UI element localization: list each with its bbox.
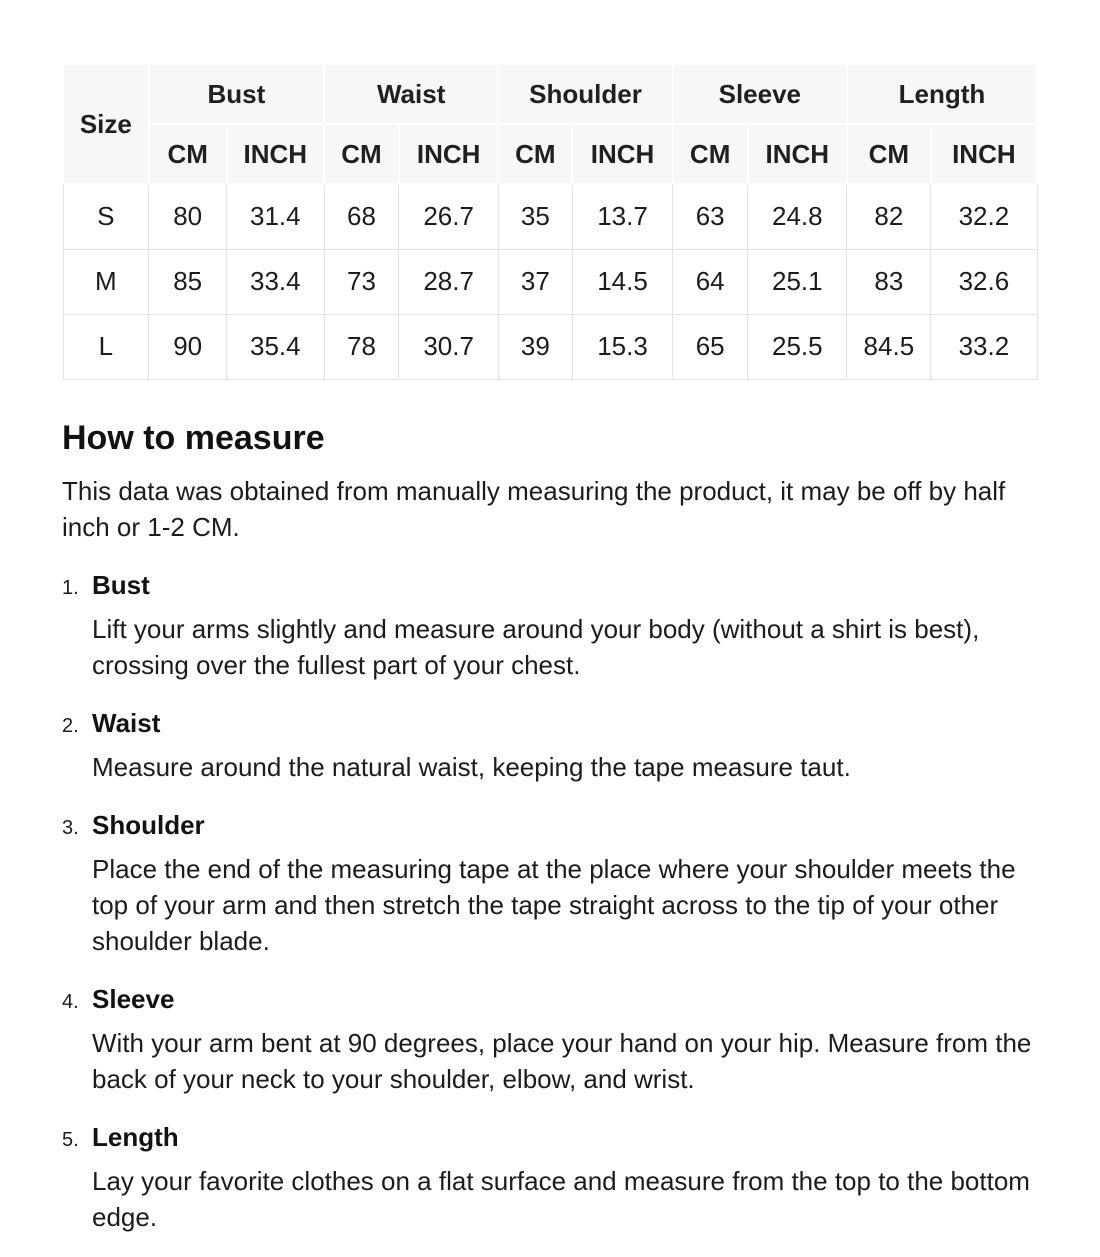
step-term: Bust [92, 569, 150, 600]
size-cell: M [62, 248, 150, 315]
how-to-measure-title: How to measure [62, 418, 325, 457]
value-cell: 78 [323, 313, 400, 380]
value-cell: 68 [323, 183, 400, 250]
unit-header-cm: CM [497, 123, 574, 185]
column-header-length: Length [845, 63, 1039, 125]
step-description: Place the end of the measuring tape at t… [92, 853, 1016, 956]
column-header-sleeve: Sleeve [671, 63, 848, 125]
unit-header-cm: CM [671, 123, 749, 185]
measurement-header-row: Size Bust Waist Shoulder Sleeve Length [62, 63, 1039, 185]
step-term: Waist [92, 707, 161, 738]
value-cell: 35 [497, 183, 573, 250]
value-cell: 39 [497, 313, 573, 380]
value-cell: 13.7 [571, 183, 674, 250]
step-description: With your arm bent at 90 degrees, place … [92, 1027, 1032, 1094]
value-cell: 73 [323, 248, 400, 315]
value-cell: 64 [672, 248, 749, 315]
measure-steps-list: 1. Bust Lift your arms slightly and meas… [62, 567, 1038, 1257]
unit-header-inch: INCH [746, 123, 848, 185]
column-header-bust: Bust [147, 63, 326, 125]
value-cell: 83 [846, 248, 932, 315]
value-cell: 33.2 [930, 313, 1038, 380]
value-cell: 37 [497, 248, 573, 315]
value-cell: 25.1 [747, 248, 848, 315]
unit-header-inch: INCH [397, 123, 500, 185]
size-chart-table: Size Bust Waist Shoulder Sleeve Length C… [62, 63, 1039, 380]
value-cell: 31.4 [226, 183, 325, 250]
value-cell: 35.4 [226, 313, 325, 380]
value-cell: 80 [148, 183, 228, 250]
column-header-waist: Waist [322, 63, 500, 125]
step-term: Sleeve [92, 983, 175, 1014]
unit-header-cm: CM [147, 123, 228, 185]
value-cell: 30.7 [398, 313, 499, 380]
step-number: 5. [62, 1128, 79, 1151]
unit-header-cm: CM [323, 123, 400, 185]
unit-header-inch: INCH [929, 123, 1039, 185]
value-cell: 85 [148, 248, 228, 315]
step-description: Measure around the natural waist, keepin… [92, 751, 851, 782]
step-term: Shoulder [92, 809, 205, 840]
measure-step-length: 5. Length Lay your favorite clothes on a… [62, 1119, 1038, 1257]
value-cell: 82 [846, 183, 932, 250]
step-number: 3. [62, 816, 79, 839]
step-number: 4. [62, 990, 79, 1013]
unit-header-inch: INCH [571, 123, 674, 185]
value-cell: 14.5 [571, 248, 674, 315]
value-cell: 32.2 [930, 183, 1038, 250]
how-to-measure-intro: This data was obtained from manually mea… [62, 475, 1006, 542]
value-cell: 24.8 [747, 183, 848, 250]
value-cell: 26.7 [398, 183, 499, 250]
value-cell: 28.7 [398, 248, 499, 315]
unit-header-row: CM INCH CM INCH CM INCH CM INCH CM INCH [63, 123, 1039, 185]
column-header-shoulder: Shoulder [497, 63, 674, 125]
step-term: Length [92, 1121, 179, 1152]
step-number: 2. [62, 714, 79, 737]
value-cell: 90 [148, 313, 228, 380]
step-description: Lift your arms slightly and measure arou… [92, 613, 980, 680]
size-cell: S [62, 183, 150, 250]
value-cell: 15.3 [571, 313, 674, 380]
value-cell: 84.5 [846, 313, 932, 380]
value-cell: 65 [672, 313, 749, 380]
measure-step-shoulder: 3. Shoulder Place the end of the measuri… [62, 807, 1038, 981]
step-description: Lay your favorite clothes on a flat surf… [92, 1165, 1030, 1232]
size-cell: L [62, 313, 150, 380]
measure-step-waist: 2. Waist Measure around the natural wais… [62, 705, 1038, 807]
value-cell: 33.4 [226, 248, 325, 315]
unit-header-cm: CM [845, 123, 932, 185]
unit-header-inch: INCH [225, 123, 326, 185]
table-row-size-l: L 90 35.4 78 30.7 39 15.3 65 25.5 84.5 3… [62, 313, 1038, 380]
table-row-size-s: S 80 31.4 68 26.7 35 13.7 63 24.8 82 32.… [62, 183, 1038, 250]
value-cell: 32.6 [930, 248, 1038, 315]
measure-step-bust: 1. Bust Lift your arms slightly and meas… [62, 567, 1038, 705]
size-column-header: Size [62, 63, 150, 185]
table-row-size-m: M 85 33.4 73 28.7 37 14.5 64 25.1 83 32.… [62, 248, 1038, 315]
size-chart-header: Size Bust Waist Shoulder Sleeve Length C… [62, 63, 1039, 185]
value-cell: 63 [672, 183, 749, 250]
measure-step-sleeve: 4. Sleeve With your arm bent at 90 degre… [62, 981, 1038, 1119]
value-cell: 25.5 [747, 313, 848, 380]
step-number: 1. [62, 576, 79, 599]
